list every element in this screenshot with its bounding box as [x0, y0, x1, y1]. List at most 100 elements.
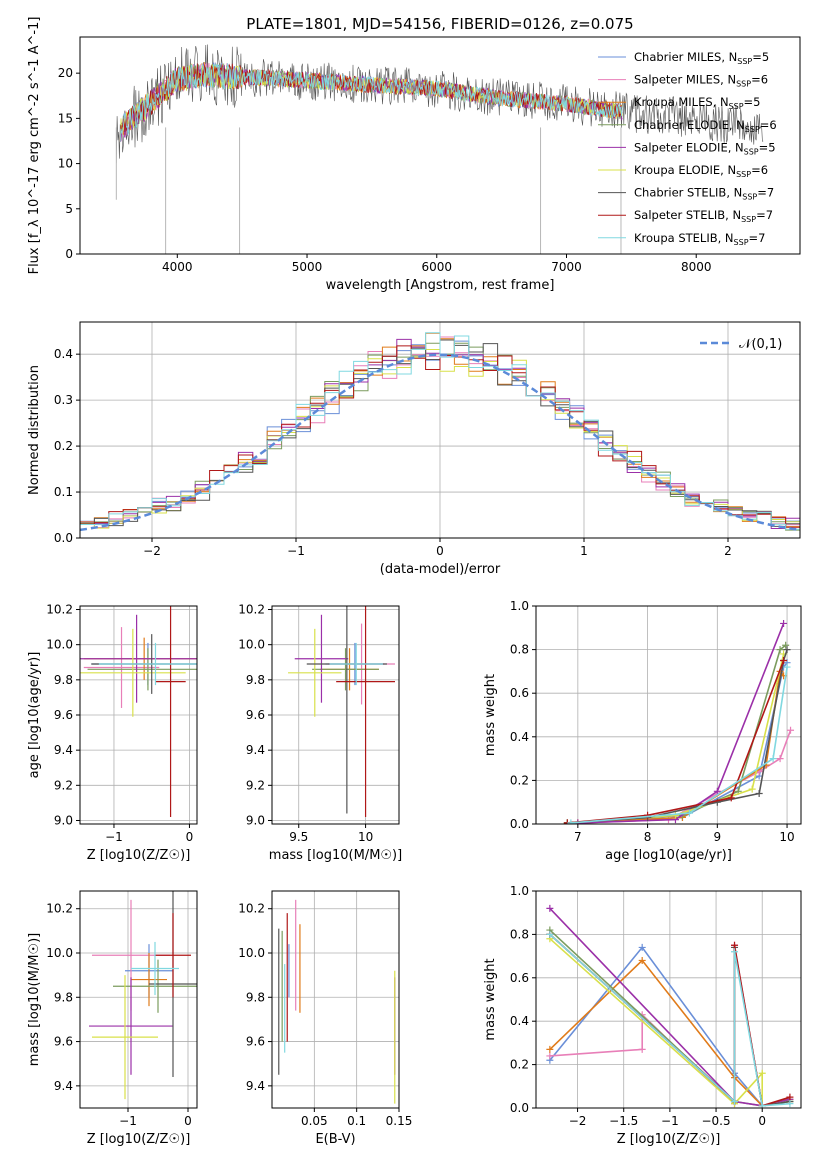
- weight-marker: [731, 941, 739, 949]
- x-tick-label: 0: [436, 544, 444, 558]
- x-tick-label: 0: [184, 1114, 192, 1128]
- weight-marker: [776, 755, 784, 763]
- y-tick-label: 10.2: [46, 603, 73, 617]
- y-tick-label: 0.2: [510, 1058, 529, 1072]
- y-tick-label: 9.2: [54, 778, 73, 792]
- x-tick-label: 6000: [421, 260, 452, 274]
- x-tick-label: 0.05: [301, 1114, 328, 1128]
- legend-entry: Salpeter STELIB, NSSP=7: [634, 208, 773, 224]
- axes-frame: [79, 36, 801, 255]
- x-tick-label: −1: [119, 1114, 137, 1128]
- y-tick-label: 0.6: [510, 971, 529, 985]
- y-axis-label: Normed distribution: [27, 365, 42, 495]
- weight-marker: [783, 646, 791, 654]
- figure-title: PLATE=1801, MJD=54156, FIBERID=0126, z=0…: [246, 15, 633, 33]
- y-tick-label: 9.2: [246, 778, 265, 792]
- y-tick-label: 9.8: [246, 990, 265, 1004]
- x-axis-label: wavelength [Angstrom, rest frame]: [326, 278, 555, 293]
- weight-marker: [685, 809, 693, 817]
- legend-entry: Kroupa ELODIE, NSSP=6: [634, 163, 768, 179]
- weight-marker: [713, 787, 721, 795]
- x-tick-label: −2: [143, 544, 161, 558]
- chart-z-mass: −1 0 9.4 9.6 9.8 10.0 10.2 Z [log10(Z/Z☉)] mass …: [27, 890, 198, 1147]
- x-tick-label: 0: [186, 830, 194, 844]
- axes-frame: [535, 605, 802, 825]
- weight-series-8: [570, 666, 788, 824]
- weight-series-7: [567, 660, 785, 824]
- y-tick-label: 0.0: [54, 531, 73, 545]
- x-tick-label: 7: [574, 830, 582, 844]
- legend-entry: Salpeter ELODIE, NSSP=5: [634, 140, 776, 156]
- y-tick-label: 10.2: [238, 902, 265, 916]
- y-axis-label: mass [log10(M/M☉)]: [27, 933, 42, 1066]
- x-tick-label: −1.5: [609, 1114, 638, 1128]
- x-tick-label: 4000: [162, 260, 193, 274]
- weight-marker: [546, 1045, 554, 1053]
- plot-area: [288, 606, 395, 817]
- y-tick-label: 9.6: [246, 1035, 265, 1049]
- x-tick-label: −2: [569, 1114, 587, 1128]
- y-tick-label: 0.1: [54, 485, 73, 499]
- x-axis-label: mass [log10(M/M☉)]: [269, 848, 402, 863]
- weight-series-3: [567, 644, 787, 824]
- y-tick-label: 0.4: [54, 347, 73, 361]
- weight-marker: [638, 956, 646, 964]
- y-tick-label: 10.0: [238, 946, 265, 960]
- y-tick-label: 9.6: [246, 708, 265, 722]
- y-tick-label: 0.8: [510, 643, 529, 657]
- y-tick-label: 10.2: [46, 902, 73, 916]
- x-tick-label: −0.5: [701, 1114, 730, 1128]
- y-tick-label: 9.0: [246, 813, 265, 827]
- legend-entry: Kroupa MILES, NSSP=5: [634, 95, 760, 111]
- y-tick-label: 0.2: [54, 439, 73, 453]
- y-tick-label: 9.4: [54, 743, 73, 757]
- weight-marker: [780, 619, 788, 627]
- x-tick-label: −1: [105, 830, 123, 844]
- legend-entry: Chabrier MILES, NSSP=5: [634, 50, 769, 66]
- legend-entry: Salpeter MILES, NSSP=6: [634, 73, 768, 89]
- plot-area: [278, 899, 396, 1104]
- y-axis-label: mass weight: [483, 674, 498, 756]
- plot-area: [80, 606, 197, 817]
- gaussian-curve: [80, 353, 800, 532]
- plot-area: [563, 619, 795, 824]
- weight-marker: [727, 794, 735, 802]
- x-tick-label: −1: [287, 544, 305, 558]
- chart-ebv-mass: 0.05 0.1 0.15 9.4 9.6 9.8 10.0 10.2 E(B-V): [238, 890, 412, 1147]
- weight-series-0: [567, 662, 788, 824]
- y-tick-label: 10: [58, 157, 73, 171]
- y-tick-label: 9.8: [54, 673, 73, 687]
- y-tick-label: 1.0: [510, 884, 529, 898]
- y-tick-label: 9.8: [246, 673, 265, 687]
- y-tick-label: 10.2: [238, 603, 265, 617]
- axes-frame: [535, 890, 802, 1109]
- legend-entry: Chabrier ELODIE, NSSP=6: [634, 118, 777, 134]
- legend-entry: Chabrier STELIB, NSSP=7: [634, 186, 774, 202]
- x-tick-label: 9: [713, 830, 721, 844]
- chart-z-weight: −2 −1.5 −1 −0.5 0 0.0 0.2 0.4 0.6 0.8 1.0 Z [log10(…: [483, 884, 802, 1147]
- x-axis-label: E(B-V): [315, 1132, 355, 1147]
- weight-marker: [567, 819, 575, 824]
- y-tick-label: 10.0: [238, 638, 265, 652]
- chart-age-weight: 7 8 9 10 0.0 0.2 0.4 0.6 0.8 1.0 age [log10(age/yr…: [483, 599, 802, 863]
- x-tick-label: 10: [358, 830, 373, 844]
- y-tick-label: 5: [65, 202, 73, 216]
- x-tick-label: 8000: [681, 260, 712, 274]
- y-tick-label: 9.0: [54, 813, 73, 827]
- weight-marker: [546, 904, 554, 912]
- weight-marker: [731, 948, 739, 956]
- x-tick-label: 7000: [551, 260, 582, 274]
- x-tick-label: 9.5: [289, 830, 308, 844]
- weight-marker: [546, 1052, 554, 1060]
- weight-series-2: [577, 669, 785, 824]
- legend-entry: Kroupa STELIB, NSSP=7: [634, 231, 765, 247]
- x-axis-label: Z [log10(Z/Z☉)]: [87, 848, 191, 863]
- x-tick-label: 2: [724, 544, 732, 558]
- y-tick-label: 15: [58, 111, 73, 125]
- y-tick-label: 10.0: [46, 946, 73, 960]
- weight-marker: [546, 930, 554, 938]
- weight-marker: [783, 663, 791, 671]
- plot-area: [115, 44, 764, 254]
- x-axis-label: Z [log10(Z/Z☉)]: [87, 1132, 191, 1147]
